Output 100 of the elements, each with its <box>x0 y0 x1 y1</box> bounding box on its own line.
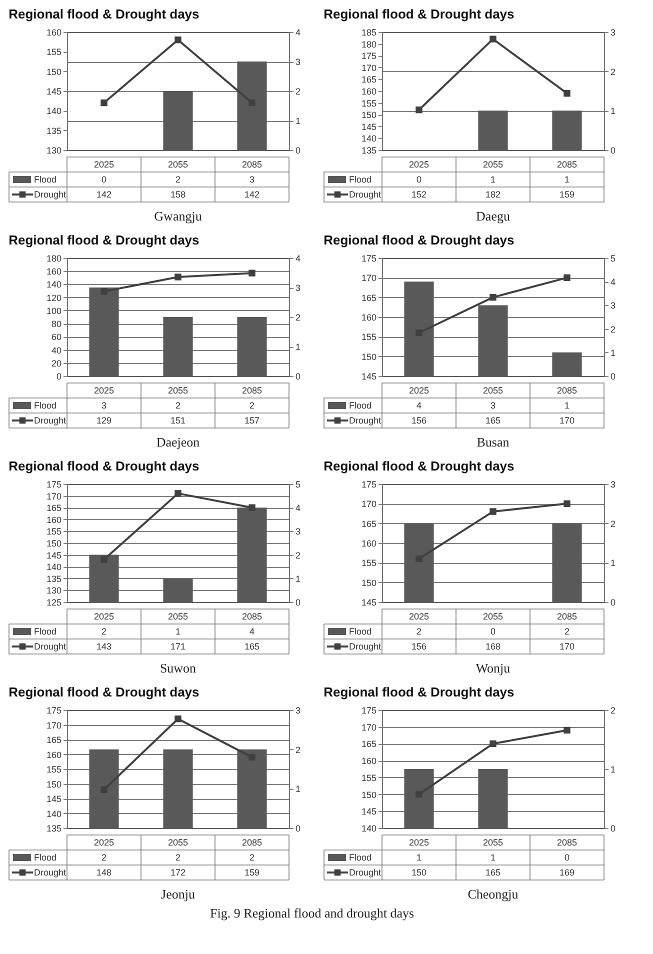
y-tick-label: 150 <box>46 538 62 548</box>
data-label: 1 <box>490 852 496 862</box>
y-tick-label: 145 <box>361 806 376 817</box>
point <box>174 274 182 280</box>
point <box>248 754 256 761</box>
y-tick-label: 170 <box>361 722 376 732</box>
y2-tick-label: 3 <box>296 283 301 293</box>
x-tick-label: 2085 <box>242 386 262 396</box>
x-tick-label: 2025 <box>94 160 114 170</box>
y2-tick-label: 1 <box>610 348 616 358</box>
x-tick-label: 2025 <box>408 838 430 848</box>
y-tick-label: 135 <box>361 146 376 156</box>
data-label: 143 <box>96 642 112 652</box>
y2-tick-label: 3 <box>296 706 301 716</box>
chart-title: Regional flood & Drought days <box>324 684 514 700</box>
y2-tick-label: 2 <box>296 312 301 322</box>
point <box>490 740 496 748</box>
data-label: 3 <box>249 174 255 184</box>
y2-tick-label: 3 <box>296 526 301 537</box>
y-tick-label: 145 <box>46 794 62 804</box>
y-tick-label: 140 <box>361 134 376 144</box>
y-tick-label: 120 <box>46 292 62 303</box>
y-tick-label: 175 <box>361 51 376 62</box>
text: Suwon <box>160 660 197 676</box>
data-label: 2 <box>101 852 107 862</box>
y2-tick-label: 1 <box>610 106 616 116</box>
text: Busan <box>476 434 510 450</box>
data-label: 1 <box>175 626 181 636</box>
data-label: 165 <box>244 642 260 652</box>
point <box>174 715 182 722</box>
legend-label: Flood <box>34 852 57 862</box>
y-tick-label: 170 <box>361 62 376 73</box>
y-tick-label: 165 <box>361 518 376 529</box>
data-label: 165 <box>485 416 501 426</box>
data-label: 170 <box>559 416 575 426</box>
x-tick-label: 2055 <box>168 612 188 622</box>
y-tick-label: 135 <box>46 126 62 136</box>
y-tick-label: 145 <box>361 598 376 608</box>
legend-label: Flood <box>34 626 57 636</box>
y-tick-label: 135 <box>46 824 62 834</box>
legend-label: Flood <box>34 174 57 184</box>
y-tick-label: 150 <box>46 779 62 790</box>
data-label: 2 <box>564 626 570 636</box>
y2-tick-label: 4 <box>296 503 301 514</box>
y-tick-label: 140 <box>46 808 62 819</box>
y2-tick-label: 4 <box>296 254 301 264</box>
x-tick-label: 2085 <box>242 838 262 848</box>
data-label: 151 <box>170 416 186 426</box>
x-tick-label: 2085 <box>556 160 578 170</box>
text: Daejeon <box>156 434 200 450</box>
y-tick-label: 145 <box>361 372 376 382</box>
data-label: 142 <box>244 190 260 200</box>
x-tick-label: 2055 <box>482 612 504 622</box>
x-tick-label: 2085 <box>242 612 262 622</box>
chart-title: Regional flood & Drought days <box>8 232 200 248</box>
y2-tick-label: 0 <box>610 146 616 156</box>
y-tick-label: 160 <box>46 266 62 277</box>
legend-label: Flood <box>349 174 372 184</box>
x-tick-label: 2055 <box>482 838 504 848</box>
legend-label: Flood <box>349 400 372 410</box>
y-tick-label: 165 <box>46 503 62 514</box>
legend-label: Drought <box>349 190 382 200</box>
y-tick-label: 160 <box>46 514 62 525</box>
point <box>416 106 422 114</box>
y-tick-label: 170 <box>46 720 62 730</box>
y-tick-label: 175 <box>361 480 376 490</box>
y-tick-label: 165 <box>361 74 376 85</box>
y-tick-label: 160 <box>361 312 376 322</box>
chart-title: Regional flood & Drought days <box>324 232 514 248</box>
legend-label: Flood <box>34 400 57 410</box>
legend-label: Drought <box>34 642 67 652</box>
point <box>248 504 256 511</box>
y-tick-label: 140 <box>46 562 62 572</box>
y-tick-label: 160 <box>361 538 376 548</box>
y-tick-label: 100 <box>46 306 62 316</box>
data-label: 159 <box>244 868 260 878</box>
y-tick-label: 170 <box>361 273 376 284</box>
point <box>248 270 256 276</box>
y-tick-label: 125 <box>46 598 62 608</box>
y-tick-label: 180 <box>361 39 376 50</box>
y2-tick-label: 0 <box>296 824 301 834</box>
legend-label: Drought <box>34 416 67 426</box>
point <box>490 508 496 515</box>
data-label: 0 <box>564 852 570 862</box>
data-label: 165 <box>485 868 501 878</box>
data-label: 2 <box>175 852 181 862</box>
x-tick-label: 2025 <box>408 612 430 622</box>
data-label: 156 <box>411 416 427 426</box>
data-label: 1 <box>416 852 422 862</box>
x-tick-label: 2025 <box>94 386 114 396</box>
y2-tick-label: 1 <box>296 574 301 584</box>
caption: Fig. 9 Regional flood and drought days <box>210 905 414 920</box>
y-tick-label: 160 <box>361 756 376 766</box>
y-tick-label: 175 <box>361 706 376 716</box>
y2-tick-label: 2 <box>610 518 616 529</box>
text: Daegu <box>476 208 510 224</box>
y-tick-label: 165 <box>46 735 62 745</box>
y-tick-label: 130 <box>46 586 62 596</box>
y2-tick-label: 1 <box>296 116 301 126</box>
y-tick-label: 175 <box>46 480 62 490</box>
